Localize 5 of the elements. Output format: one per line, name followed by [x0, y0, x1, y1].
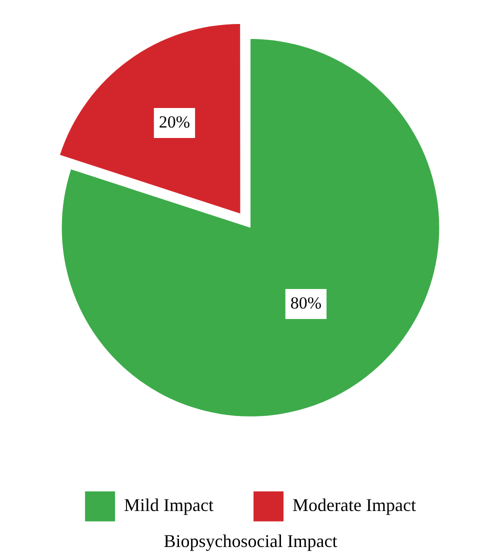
data-label: 20% [158, 112, 190, 132]
legend-label: Moderate Impact [292, 495, 416, 516]
legend-label: Mild Impact [124, 495, 214, 516]
text: Biopsychosocial Impact [164, 530, 338, 551]
data-label: 80% [290, 294, 322, 312]
